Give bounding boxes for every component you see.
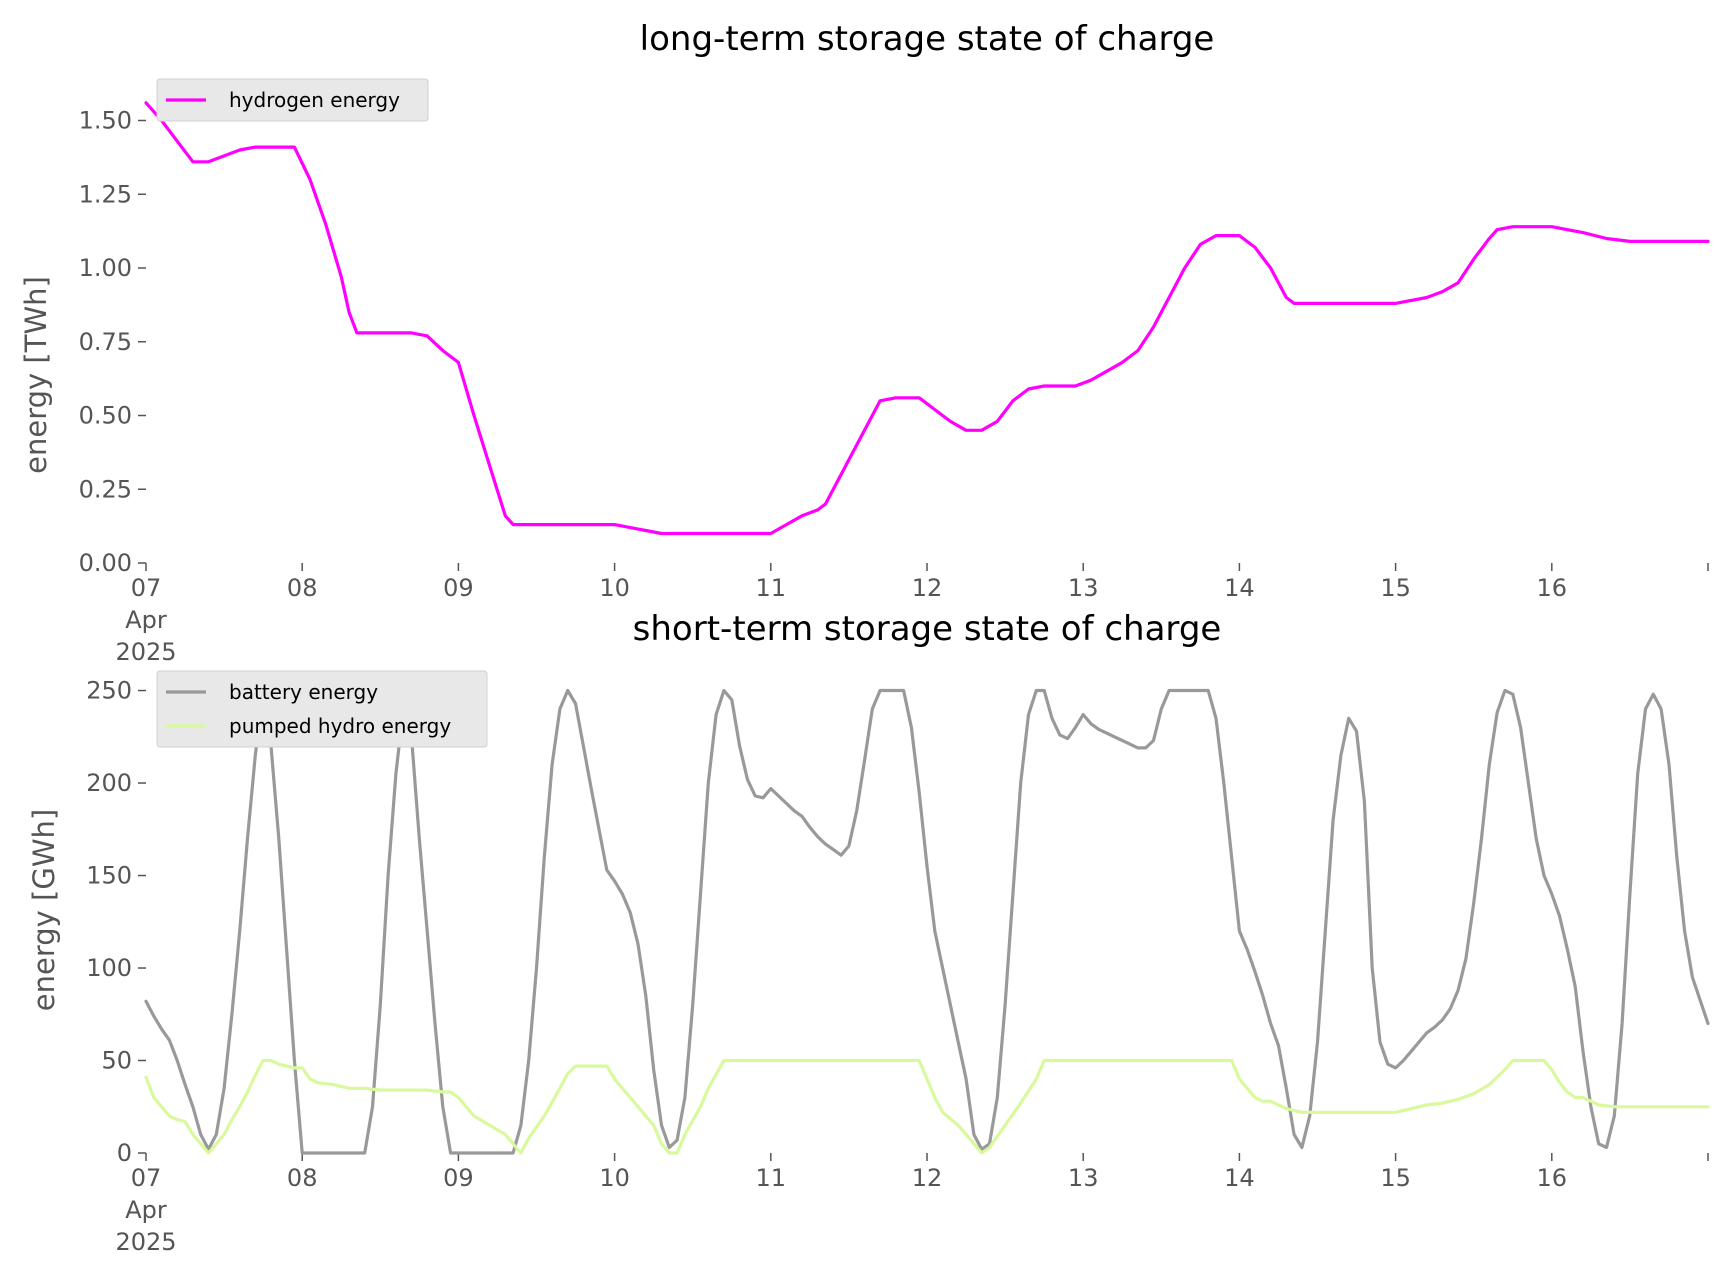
legend-label: pumped hydro energy xyxy=(229,714,451,738)
x-tick-label: 13 xyxy=(1068,574,1099,602)
x-tick-label: 11 xyxy=(756,1164,787,1192)
axes: 0.00 0.25 0.50 0.75 1.00 1.25 1.50 07 Apr 2025 08 0… xyxy=(79,107,1709,666)
y-axis-label: energy [TWh] xyxy=(19,276,53,474)
x-tick-label: 07 xyxy=(131,574,162,602)
x-tick-label: 15 xyxy=(1380,574,1411,602)
y-tick-label: 200 xyxy=(86,769,132,797)
x-tick-label: 14 xyxy=(1224,574,1255,602)
legend-label: hydrogen energy xyxy=(229,88,400,112)
y-tick-label: 250 xyxy=(86,677,132,705)
x-tick-label: 11 xyxy=(756,574,787,602)
legend: hydrogen energy xyxy=(156,78,429,122)
x-tick-label: 14 xyxy=(1224,1164,1255,1192)
x-tick-label: 16 xyxy=(1537,1164,1568,1192)
legend-label: battery energy xyxy=(229,680,378,704)
y-tick-label: 1.25 xyxy=(79,180,132,208)
x-tick-sublabel: Apr xyxy=(125,606,167,634)
axes: 0 50 100 150 200 250 07 Apr 2025 08 09 10 11 12 13 14 15… xyxy=(86,677,1709,1256)
x-tick-label: 08 xyxy=(287,1164,318,1192)
x-tick-sublabel: 2025 xyxy=(115,638,176,666)
y-axis-label: energy [GWh] xyxy=(27,809,61,1011)
y-tick-label: 50 xyxy=(101,1047,132,1075)
legend: battery energy pumped hydro energy xyxy=(156,670,488,748)
y-tick-label: 1.00 xyxy=(79,254,132,282)
x-tick-label: 07 xyxy=(131,1164,162,1192)
short-term-storage-chart: short-term storage state of charge energ… xyxy=(27,609,1710,1256)
x-tick-label: 08 xyxy=(287,574,318,602)
series-line-battery-energy xyxy=(144,688,1710,1155)
y-tick-label: 100 xyxy=(86,954,132,982)
y-tick-label: 0.50 xyxy=(79,402,132,430)
x-tick-label: 09 xyxy=(443,1164,474,1192)
series-lines xyxy=(144,688,1710,1155)
y-tick-label: 0.00 xyxy=(79,549,132,577)
x-tick-label: 13 xyxy=(1068,1164,1099,1192)
x-tick-label: 16 xyxy=(1537,574,1568,602)
legend-box xyxy=(156,78,429,122)
chart-title: short-term storage state of charge xyxy=(633,609,1222,649)
y-tick-label: 0.25 xyxy=(79,475,132,503)
x-tick-label: 10 xyxy=(599,574,630,602)
y-tick-label: 150 xyxy=(86,862,132,890)
series-line-hydrogen-energy xyxy=(144,101,1710,536)
series-lines xyxy=(144,101,1710,536)
series-line-pumped-hydro-energy xyxy=(144,1058,1710,1155)
x-tick-label: 10 xyxy=(599,1164,630,1192)
chart-title: long-term storage state of charge xyxy=(640,19,1215,59)
x-tick-sublabel: 2025 xyxy=(115,1228,176,1256)
x-tick-label: 09 xyxy=(443,574,474,602)
legend-box xyxy=(156,670,488,748)
y-tick-label: 0.75 xyxy=(79,328,132,356)
x-tick-sublabel: Apr xyxy=(125,1196,167,1224)
x-tick-label: 12 xyxy=(912,1164,943,1192)
x-tick-label: 15 xyxy=(1380,1164,1411,1192)
x-tick-label: 12 xyxy=(912,574,943,602)
y-tick-label: 0 xyxy=(117,1139,132,1167)
y-tick-label: 1.50 xyxy=(79,107,132,135)
long-term-storage-chart: long-term storage state of charge energy… xyxy=(19,19,1710,666)
